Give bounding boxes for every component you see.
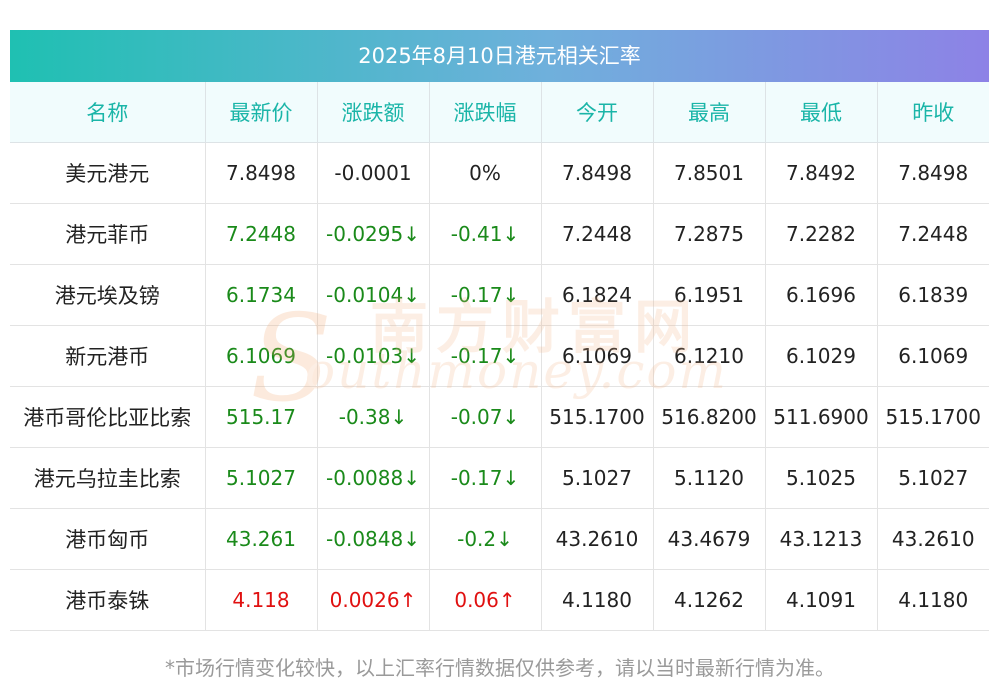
cell-low: 5.1025	[765, 447, 878, 509]
cell-high: 516.8200	[653, 386, 766, 448]
cell-change-pct: 0.06↑	[429, 569, 542, 631]
cell-low: 7.2282	[765, 203, 878, 265]
table-row: 港元菲币 7.2448 -0.0295↓ -0.41↓ 7.2448 7.2875 7.22…	[10, 203, 989, 265]
table-row: 港币泰铢 4.118 0.0026↑ 0.06↑ 4.1180 4.1262 4.1091 4…	[10, 569, 989, 631]
cell-name: 港元埃及镑	[10, 264, 206, 326]
cell-change: -0.0295↓	[317, 203, 430, 265]
cell-open: 515.1700	[541, 386, 654, 448]
cell-high: 5.1120	[653, 447, 766, 509]
cell-latest: 7.8498	[205, 142, 318, 204]
cell-low: 4.1091	[765, 569, 878, 631]
cell-low: 43.1213	[765, 508, 878, 570]
cell-change: -0.0104↓	[317, 264, 430, 326]
cell-change: -0.0103↓	[317, 325, 430, 387]
cell-change-pct: 0%	[429, 142, 542, 204]
cell-open: 7.2448	[541, 203, 654, 265]
cell-change: -0.0088↓	[317, 447, 430, 509]
cell-high: 6.1951	[653, 264, 766, 326]
table-row: 港币哥伦比亚比索 515.17 -0.38↓ -0.07↓ 515.1700 516.82…	[10, 386, 989, 448]
cell-prev-close: 6.1069	[877, 325, 989, 387]
table-row: 港元乌拉圭比索 5.1027 -0.0088↓ -0.17↓ 5.1027 5.1120 5…	[10, 447, 989, 509]
column-header-name: 名称	[10, 82, 206, 143]
cell-latest: 6.1069	[205, 325, 318, 387]
cell-high: 6.1210	[653, 325, 766, 387]
cell-open: 43.2610	[541, 508, 654, 570]
table-row: 美元港元 7.8498 -0.0001 0% 7.8498 7.8501 7.8492 7.8…	[10, 142, 989, 204]
cell-name: 港元菲币	[10, 203, 206, 265]
column-header-high: 最高	[653, 82, 766, 143]
cell-latest: 6.1734	[205, 264, 318, 326]
cell-latest: 43.261	[205, 508, 318, 570]
column-header-prev-close: 昨收	[877, 82, 989, 143]
exchange-rate-table: 名称 最新价 涨跌额 涨跌幅 今开 最高 最低 昨收 美元港元 7.8498 -0.…	[10, 82, 989, 631]
cell-low: 511.6900	[765, 386, 878, 448]
cell-prev-close: 6.1839	[877, 264, 989, 326]
cell-latest: 7.2448	[205, 203, 318, 265]
cell-latest: 5.1027	[205, 447, 318, 509]
cell-change-pct: -0.17↓	[429, 264, 542, 326]
footnote: *市场行情变化较快，以上汇率行情数据仅供参考，请以当时最新行情为准。	[165, 656, 835, 680]
cell-prev-close: 7.8498	[877, 142, 989, 204]
cell-prev-close: 43.2610	[877, 508, 989, 570]
cell-latest: 515.17	[205, 386, 318, 448]
cell-open: 7.8498	[541, 142, 654, 204]
rate-table-container: 2025年8月10日港元相关汇率 名称 最新价 涨跌额 涨跌幅 今开 最高 最低…	[10, 30, 989, 631]
cell-name: 港币匈币	[10, 508, 206, 570]
cell-low: 6.1696	[765, 264, 878, 326]
cell-open: 5.1027	[541, 447, 654, 509]
table-title: 2025年8月10日港元相关汇率	[10, 30, 989, 82]
cell-open: 6.1069	[541, 325, 654, 387]
cell-change-pct: -0.2↓	[429, 508, 542, 570]
column-header-low: 最低	[765, 82, 878, 143]
cell-change: 0.0026↑	[317, 569, 430, 631]
cell-change: -0.0848↓	[317, 508, 430, 570]
cell-open: 4.1180	[541, 569, 654, 631]
cell-high: 4.1262	[653, 569, 766, 631]
table-header-row: 名称 最新价 涨跌额 涨跌幅 今开 最高 最低 昨收	[10, 82, 989, 143]
cell-change-pct: -0.17↓	[429, 447, 542, 509]
column-header-open: 今开	[541, 82, 654, 143]
column-header-change-pct: 涨跌幅	[429, 82, 542, 143]
column-header-change: 涨跌额	[317, 82, 430, 143]
table-row: 港元埃及镑 6.1734 -0.0104↓ -0.17↓ 6.1824 6.1951 6.1…	[10, 264, 989, 326]
cell-change-pct: -0.41↓	[429, 203, 542, 265]
cell-name: 美元港元	[10, 142, 206, 204]
column-header-latest: 最新价	[205, 82, 318, 143]
cell-change: -0.0001	[317, 142, 430, 204]
cell-name: 新元港币	[10, 325, 206, 387]
cell-name: 港元乌拉圭比索	[10, 447, 206, 509]
cell-name: 港币泰铢	[10, 569, 206, 631]
cell-change-pct: -0.07↓	[429, 386, 542, 448]
cell-high: 43.4679	[653, 508, 766, 570]
cell-prev-close: 4.1180	[877, 569, 989, 631]
cell-high: 7.2875	[653, 203, 766, 265]
cell-change: -0.38↓	[317, 386, 430, 448]
cell-change-pct: -0.17↓	[429, 325, 542, 387]
table-row: 港币匈币 43.261 -0.0848↓ -0.2↓ 43.2610 43.4679 43.…	[10, 508, 989, 570]
cell-prev-close: 7.2448	[877, 203, 989, 265]
cell-open: 6.1824	[541, 264, 654, 326]
cell-prev-close: 5.1027	[877, 447, 989, 509]
cell-low: 7.8492	[765, 142, 878, 204]
cell-latest: 4.118	[205, 569, 318, 631]
cell-prev-close: 515.1700	[877, 386, 989, 448]
cell-low: 6.1029	[765, 325, 878, 387]
cell-high: 7.8501	[653, 142, 766, 204]
table-row: 新元港币 6.1069 -0.0103↓ -0.17↓ 6.1069 6.1210 6.10…	[10, 325, 989, 387]
cell-name: 港币哥伦比亚比索	[10, 386, 206, 448]
